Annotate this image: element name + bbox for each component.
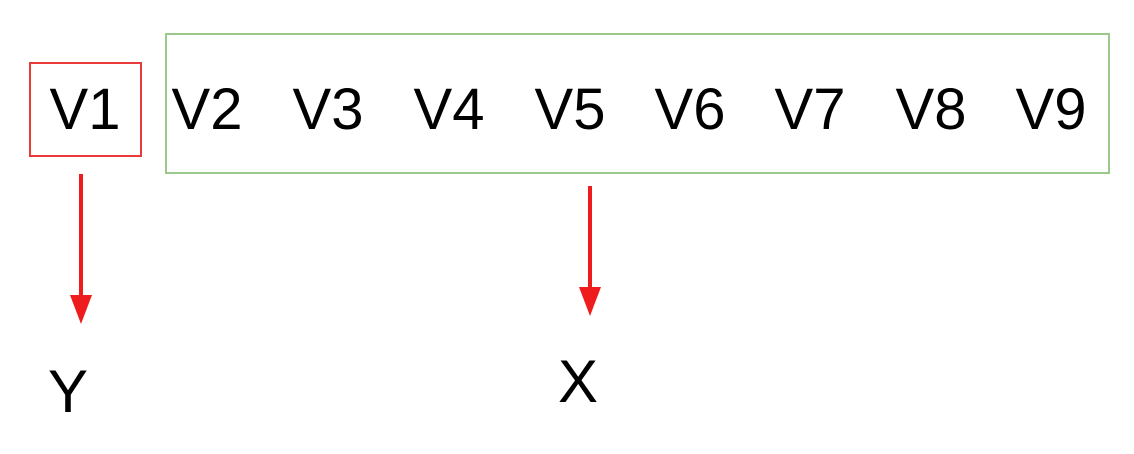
arrow-to-y (70, 174, 92, 324)
variable-label-v8: V8 (895, 77, 967, 142)
variable-label-v2: V2 (171, 77, 243, 142)
features-output-label: X (557, 348, 599, 415)
target-variable-box (29, 62, 142, 157)
variable-label-v6: V6 (654, 77, 726, 142)
variable-label-v9: V9 (1015, 77, 1087, 142)
variable-label-v7: V7 (774, 77, 846, 142)
variable-label-v5: V5 (534, 77, 606, 142)
feature-variables-box (165, 33, 1110, 174)
variable-label-v1: V1 (49, 77, 121, 142)
variable-label-v4: V4 (413, 77, 485, 142)
arrow-to-x (579, 186, 601, 316)
target-output-label: Y (47, 358, 89, 425)
variable-label-v3: V3 (292, 77, 364, 142)
